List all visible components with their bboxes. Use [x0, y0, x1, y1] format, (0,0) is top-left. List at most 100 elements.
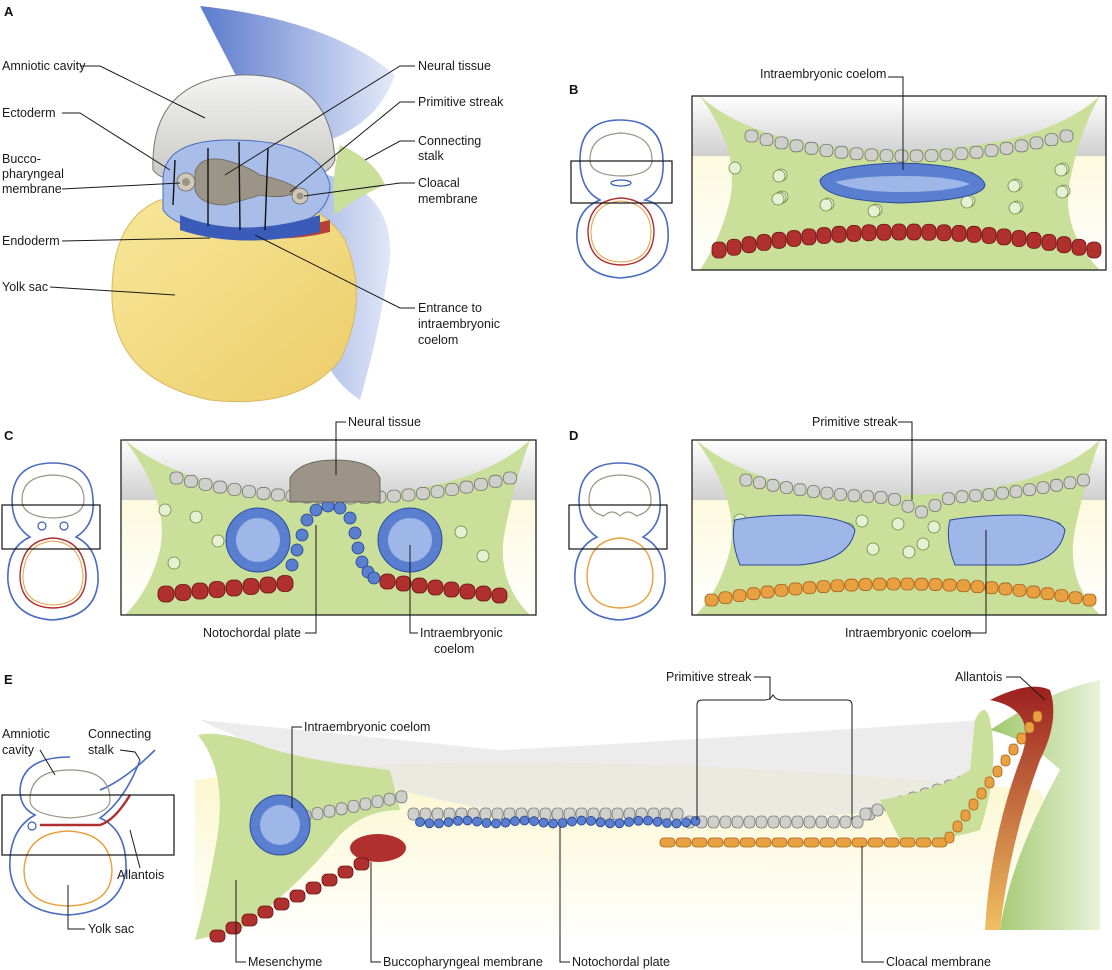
ectoderm-cell — [807, 485, 820, 498]
ectoderm-cell — [793, 483, 807, 497]
endoderm-cell — [242, 578, 260, 595]
label-intraembryonic-coelom-d: Intraembryonic coelom — [845, 626, 971, 640]
ectoderm-cell — [1059, 129, 1074, 143]
endoderm-cell — [936, 224, 952, 242]
ectoderm-cell — [474, 477, 488, 491]
label-allantois-e: Allantois — [955, 670, 1002, 684]
label-notochordal-plate-e: Notochordal plate — [572, 955, 670, 969]
notochord-cell — [519, 815, 530, 826]
label-cloacal-2: membrane — [418, 192, 478, 206]
panel-b-letter: B — [569, 82, 578, 97]
ectoderm-cell — [942, 492, 955, 506]
ectoderm-cell — [1023, 483, 1036, 497]
label-neural-tissue-c: Neural tissue — [348, 415, 421, 429]
mesoderm-cell — [211, 534, 225, 548]
endoderm-cell — [427, 579, 444, 596]
mesoderm-cell — [728, 161, 742, 175]
ectoderm-cell — [815, 815, 828, 829]
ectoderm-cell — [311, 807, 324, 820]
mesoderm-cell — [819, 198, 833, 212]
label-intraembryonic-coelom-e: Intraembryonic coelom — [304, 720, 430, 734]
schematic-d — [568, 462, 668, 621]
hypoblast-cell — [1008, 743, 1019, 756]
hypoblast-cell — [771, 837, 788, 848]
panel-a: A Amniotic cavity Ectoderm Bucco- — [2, 4, 504, 403]
endoderm-cell — [846, 225, 862, 242]
hypoblast-cell — [968, 798, 979, 811]
mesoderm-cell — [189, 510, 203, 524]
long-section — [195, 680, 1100, 943]
ectoderm-cell — [766, 478, 780, 492]
mesoderm-cell — [454, 525, 468, 539]
endoderm-cell — [906, 223, 922, 241]
label-endoderm: Endoderm — [2, 234, 60, 248]
hypoblast-cell — [675, 837, 692, 848]
hypoblast-cell — [928, 578, 943, 591]
label-coelom-c-1: Intraembryonic — [420, 626, 503, 640]
ectoderm-cell — [779, 815, 792, 829]
ectoderm-cell — [820, 486, 834, 500]
buccopharyngeal-membrane-shape — [350, 834, 406, 862]
ectoderm-cell — [256, 487, 271, 500]
schematic-b — [570, 119, 673, 279]
hypoblast-cell — [787, 837, 804, 848]
mesoderm-cell — [855, 514, 869, 528]
ectoderm-cell — [731, 815, 744, 829]
ectoderm-cell — [431, 807, 444, 821]
hypoblast-cell — [723, 837, 740, 848]
notochord-cell — [481, 818, 492, 828]
endoderm-cell — [861, 224, 877, 242]
endoderm-cell — [756, 233, 772, 251]
label-cloacal-membrane-e: Cloacal membrane — [886, 955, 991, 969]
hypoblast-cell — [746, 587, 761, 601]
notochord-cell — [614, 818, 625, 829]
hypoblast-cell — [707, 837, 724, 848]
notochord-cell — [367, 571, 381, 585]
ectoderm-cell — [1029, 136, 1044, 150]
endoderm-cell — [174, 584, 192, 601]
notochord-cell — [415, 817, 425, 827]
notochord-cell — [671, 818, 682, 829]
label-cloacal-1: Cloacal — [418, 176, 460, 190]
ectoderm-cell — [503, 471, 517, 485]
hypoblast-cell — [914, 577, 929, 591]
label-connecting-1: Connecting — [418, 134, 481, 148]
hypoblast-cell — [755, 837, 772, 848]
ectoderm-cell — [859, 807, 872, 821]
notochord-cell — [472, 816, 482, 827]
ectoderm-cell — [839, 815, 852, 829]
endoderm-cell — [337, 865, 354, 879]
hypoblast-cell — [691, 837, 708, 848]
endoderm-cell — [289, 889, 306, 903]
hypoblast-cell — [883, 837, 900, 848]
notochord-cell — [586, 815, 596, 826]
hypoblast-cell — [1024, 721, 1035, 734]
ectoderm-cell — [1009, 485, 1023, 498]
notochord-cell — [643, 815, 653, 826]
ectoderm-cell — [184, 474, 198, 488]
endoderm-cell — [459, 583, 476, 600]
label-bucco-2: pharyngeal — [2, 167, 64, 181]
notochord-cell — [595, 817, 606, 828]
yolk-sac-shape — [111, 194, 357, 403]
panel-e-letter: E — [4, 672, 13, 687]
notochord-cell — [355, 555, 369, 569]
ectoderm-cell — [871, 803, 884, 817]
label-amniotic-cavity: Amniotic cavity — [2, 59, 86, 73]
ectoderm-cell — [719, 815, 732, 829]
mesoderm-cell — [867, 204, 881, 218]
ectoderm-cell — [789, 139, 804, 153]
notochord-cell — [624, 817, 634, 827]
ectoderm-cell — [599, 807, 612, 821]
notochord-cell — [285, 558, 299, 572]
ectoderm-cell — [707, 815, 720, 829]
ectoderm-cell — [1077, 473, 1090, 487]
ectoderm-cell — [753, 476, 766, 490]
ectoderm-cell — [347, 800, 360, 813]
endoderm-cell — [259, 576, 277, 594]
hypoblast-cell — [998, 582, 1013, 596]
cells-b — [711, 129, 1102, 259]
hypoblast-cell — [774, 583, 789, 597]
hypoblast-cell — [819, 837, 836, 848]
ectoderm-cell — [659, 807, 672, 821]
